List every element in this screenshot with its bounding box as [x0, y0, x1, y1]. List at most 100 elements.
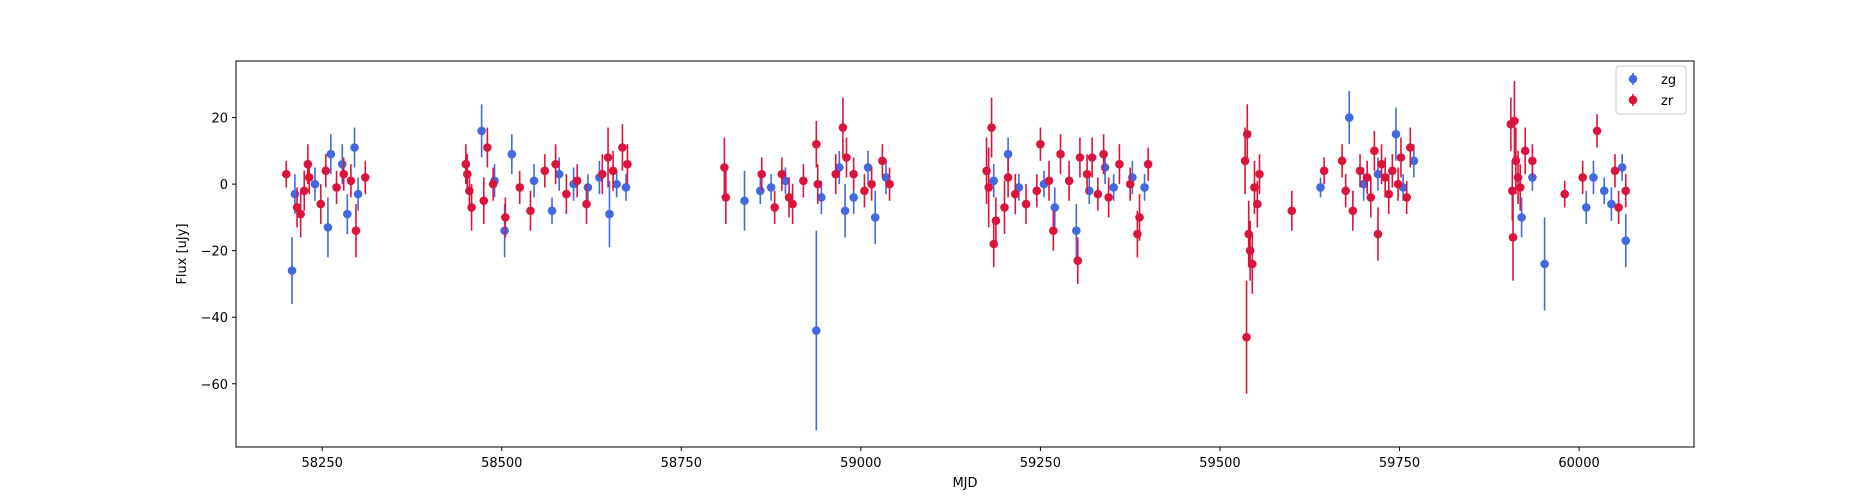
data-point [1528, 156, 1537, 166]
x-axis-label: MJD [952, 476, 977, 491]
data-point [770, 203, 779, 212]
data-point [1003, 173, 1013, 182]
data-point [1393, 179, 1403, 189]
series-zg [287, 90, 1631, 431]
data-point [1402, 193, 1412, 202]
data-point [1242, 332, 1251, 342]
data-point [1388, 166, 1397, 176]
x-tick-label: 59500 [1199, 456, 1240, 471]
data-point [989, 239, 999, 249]
data-point [1614, 203, 1623, 212]
data-point [501, 213, 510, 222]
data-point [1373, 169, 1383, 179]
data-point [1377, 159, 1386, 169]
data-point [1513, 173, 1523, 182]
data-point [1075, 153, 1085, 162]
data-point [467, 203, 476, 212]
data-point [838, 123, 848, 132]
data-point [740, 196, 749, 206]
data-point [1370, 146, 1379, 156]
data-point [860, 186, 869, 196]
data-point [1087, 153, 1097, 162]
data-point [321, 166, 331, 176]
data-point [1021, 199, 1031, 209]
y-tick-label: −40 [201, 311, 228, 326]
data-point [1560, 189, 1570, 199]
data-point [1355, 166, 1365, 176]
data-point [1592, 126, 1602, 136]
data-point [1036, 139, 1045, 149]
legend-marker [1628, 95, 1638, 105]
data-point [1109, 183, 1118, 192]
data-point [1084, 186, 1094, 196]
data-point [1520, 146, 1530, 156]
data-point [547, 206, 557, 216]
data-point [1515, 183, 1525, 192]
data-point [1581, 203, 1591, 212]
data-point [817, 193, 826, 202]
legend-label: zr [1661, 94, 1674, 109]
data-point [1316, 183, 1325, 192]
data-point [310, 179, 320, 189]
y-tick-label: −20 [201, 245, 228, 260]
data-point [1517, 213, 1526, 222]
data-point [885, 179, 894, 189]
data-point [799, 176, 808, 186]
data-point [529, 176, 539, 186]
y-axis-label: Flux [uJy] [175, 223, 190, 284]
data-point [623, 159, 632, 169]
data-point [281, 169, 291, 179]
data-point [1099, 149, 1108, 159]
x-tick-label: 58500 [481, 456, 522, 471]
data-point [465, 186, 474, 196]
data-point [346, 176, 356, 186]
data-point [1010, 189, 1020, 199]
data-point [1384, 189, 1394, 199]
data-point [287, 266, 297, 275]
data-point [1044, 176, 1054, 186]
data-point [1508, 233, 1518, 242]
data-point [605, 209, 614, 219]
data-point [483, 143, 492, 152]
data-point [1348, 206, 1358, 216]
axes: 58250 58500 58750 59000 59250 59500 59750 60000… [201, 112, 1600, 471]
data-point [1255, 169, 1264, 179]
legend-item-zg: zg [1628, 73, 1676, 88]
data-point [1064, 176, 1074, 186]
x-tick-label: 59000 [840, 456, 881, 471]
data-point [1104, 193, 1113, 202]
data-point [343, 209, 352, 219]
data-point [515, 183, 524, 192]
data-point [1000, 203, 1009, 212]
data-point [1362, 173, 1372, 182]
data-point [1014, 183, 1024, 192]
data-point [812, 326, 821, 335]
data-point [337, 159, 347, 169]
data-point [303, 159, 313, 169]
data-point [1056, 149, 1065, 159]
data-point [316, 199, 326, 209]
data-point [603, 153, 613, 162]
data-point [784, 193, 794, 202]
data-point [621, 183, 631, 192]
x-tick-label: 58250 [302, 456, 343, 471]
data-point [878, 156, 887, 166]
y-tick-label: 0 [220, 178, 228, 193]
data-point [812, 139, 821, 149]
x-tick-label: 58750 [661, 456, 702, 471]
data-point [507, 149, 517, 159]
legend: zg zr [1615, 65, 1687, 115]
x-tick-label: 59750 [1379, 456, 1420, 471]
data-point [777, 169, 787, 179]
data-point [1093, 189, 1103, 199]
data-point [1391, 129, 1401, 139]
data-point [462, 169, 472, 179]
data-point [353, 189, 363, 199]
data-point [1240, 156, 1250, 166]
data-point [1540, 259, 1549, 269]
data-point [526, 206, 535, 216]
data-point [1610, 166, 1620, 176]
y-tick-label: 20 [211, 112, 228, 127]
data-point [840, 206, 850, 216]
data-point [989, 176, 999, 186]
